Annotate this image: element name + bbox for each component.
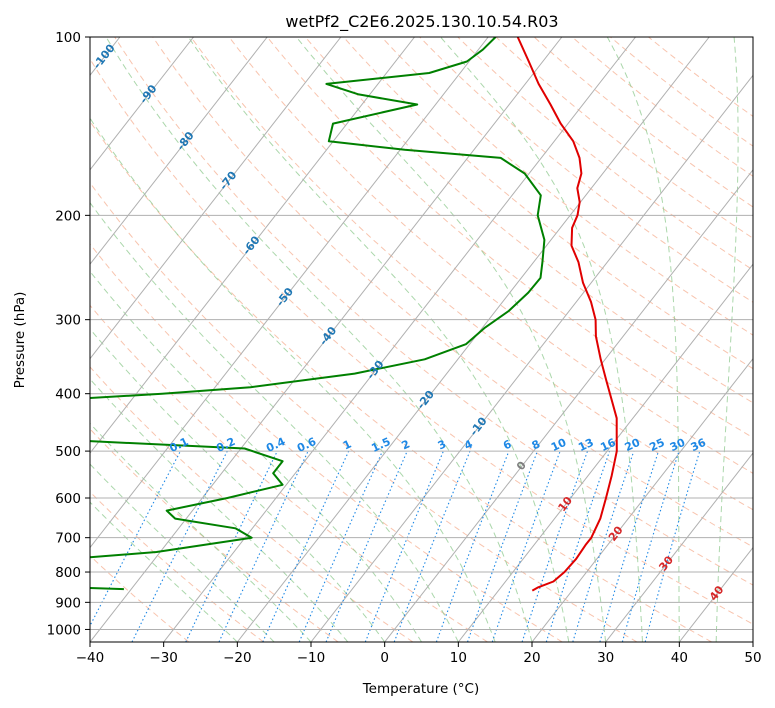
x-tick-label: −40 — [76, 650, 105, 666]
background-lines — [90, 37, 753, 642]
isotherm — [90, 37, 342, 360]
y-tick-label: 400 — [55, 387, 81, 403]
dry-adiabat — [228, 37, 753, 474]
x-tick-label: −20 — [223, 650, 252, 666]
y-tick-label: 500 — [55, 444, 81, 460]
pressure-grid — [90, 37, 753, 630]
temperature-profile — [516, 37, 618, 592]
dry-adiabat — [90, 182, 638, 642]
y-tick-label: 900 — [55, 595, 81, 611]
mixing-ratio-line — [435, 450, 510, 642]
moist-adiabat — [90, 117, 496, 642]
dry-adiabat — [90, 554, 190, 642]
x-tick-label: 20 — [523, 650, 540, 666]
isotherm — [90, 37, 415, 454]
dry-adiabat — [152, 37, 753, 548]
mixing-ratio-line — [621, 450, 680, 642]
moist-adiabat — [90, 201, 459, 642]
dry-adiabat — [90, 428, 339, 642]
chart-title: wetPf2_C2E6.2025.130.10.54.R03 — [285, 12, 558, 32]
y-tick-label: 300 — [55, 313, 81, 329]
isotherm — [310, 74, 753, 642]
mixing-ratio-line — [364, 450, 444, 642]
y-tick-label: 700 — [55, 531, 81, 547]
moist-adiabat — [187, 37, 570, 642]
dewpoint-profile — [90, 37, 546, 591]
mixing-ratio-line — [599, 450, 660, 642]
moist-adiabat — [90, 270, 422, 642]
x-tick-label: 0 — [380, 650, 389, 666]
dry-adiabat — [90, 243, 563, 642]
mixing-ratio-line — [325, 450, 408, 642]
isotherm — [384, 168, 753, 642]
isotherm — [236, 37, 710, 642]
mixing-ratio-label: 13 — [576, 436, 595, 454]
y-tick-label: 800 — [55, 565, 81, 581]
isotherm — [457, 263, 753, 642]
mixing-ratio-line — [644, 450, 701, 642]
dry-adiabat — [114, 37, 753, 586]
mixing-ratio-label: 36 — [689, 436, 709, 454]
moist-adiabat — [606, 37, 680, 642]
x-tick-label: 40 — [671, 650, 688, 666]
moist-adiabat — [296, 37, 607, 642]
y-tick-label: 1000 — [47, 622, 81, 638]
mixing-ratio-label: 20 — [623, 436, 643, 454]
plot-frame — [89, 36, 754, 643]
x-tick-label: −30 — [149, 650, 178, 666]
x-tick-label: −10 — [297, 650, 326, 666]
mixing-ratio-line — [466, 450, 538, 642]
mixing-ratio-label: 16 — [598, 436, 618, 454]
x-tick-label: 10 — [450, 650, 467, 666]
isotherm — [90, 37, 489, 549]
dry-adiabat — [190, 37, 753, 511]
mixing-ratio-line — [131, 450, 228, 642]
dry-adiabat — [90, 120, 712, 642]
moist-adiabat — [90, 328, 386, 642]
mixing-ratio-line — [298, 450, 384, 642]
mixing-ratio-label: 30 — [668, 436, 688, 454]
moist-adiabat — [90, 501, 238, 642]
moist-adiabat — [90, 463, 275, 642]
mixing-ratio-line — [545, 450, 611, 642]
isotherm — [605, 452, 753, 642]
mixing-ratio-line — [393, 450, 471, 642]
dry-adiabat — [90, 58, 753, 625]
mixing-ratio-line — [262, 450, 350, 642]
moist-adiabat — [105, 37, 533, 642]
isotherm — [90, 37, 563, 642]
y-tick-label: 600 — [55, 491, 81, 507]
mixing-ratio-label: 10 — [549, 436, 569, 454]
x-tick-label: 30 — [597, 650, 614, 666]
mixing-ratio-line — [521, 450, 589, 642]
y-tick-label: 100 — [55, 30, 81, 46]
x-axis-label: Temperature (°C) — [362, 681, 480, 697]
profiles — [90, 37, 618, 592]
mixing-ratio-line — [491, 450, 561, 642]
moist-adiabat — [90, 422, 312, 642]
mixing-ratio-line — [572, 450, 635, 642]
y-axis-label: Pressure (hPa) — [12, 292, 28, 389]
moist-adiabat — [715, 37, 739, 642]
isotherm — [90, 37, 268, 266]
mixing-ratio-label: 25 — [647, 436, 666, 454]
isotherm — [531, 357, 753, 642]
moist-adiabat — [440, 37, 643, 642]
x-tick-label: 50 — [744, 650, 761, 666]
isotherm — [90, 37, 194, 171]
y-tick-label: 200 — [55, 208, 81, 224]
dry-adiabat — [381, 37, 753, 336]
isotherm — [163, 37, 636, 642]
dry-adiabat — [419, 37, 753, 303]
axis-ticks: −40 −30 −20 −10 0 10 20 30 40 50 1000 900 800 700 600 5… — [47, 30, 762, 666]
